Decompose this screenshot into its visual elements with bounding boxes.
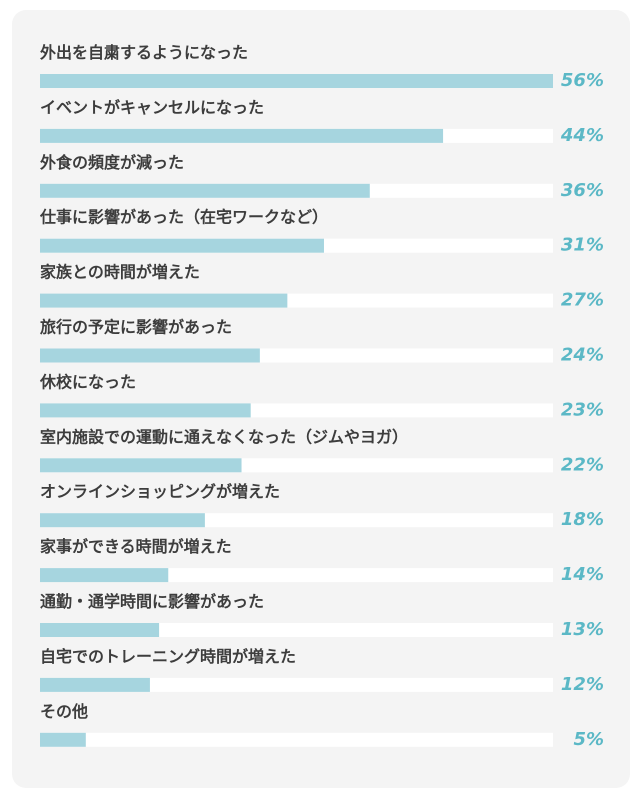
value-label: 14% xyxy=(561,564,604,585)
bar xyxy=(40,732,86,747)
bar-row: オンラインショッピングが増えた 18% xyxy=(40,482,604,530)
category-label: 外出を自粛するようになった xyxy=(39,43,248,62)
bar xyxy=(40,74,553,88)
category-label: 外食の頻度が減った xyxy=(39,153,184,172)
category-label: イベントがキャンセルになった xyxy=(40,98,264,117)
category-label: オンラインショッピングが増えた xyxy=(40,482,280,501)
bar xyxy=(40,568,169,583)
category-label: 家事ができる時間が増えた xyxy=(40,537,232,556)
bar-row: 家事ができる時間が増えた 14% xyxy=(40,537,604,585)
bar xyxy=(40,458,242,473)
bar-row: 外出を自粛するようになった 56% xyxy=(39,43,604,91)
bar-row: 旅行の予定に影響があった 24% xyxy=(40,318,604,366)
bar-track xyxy=(40,732,553,747)
bar-track xyxy=(40,623,553,637)
bar xyxy=(40,238,324,253)
bar-row: 家族との時間が増えた 27% xyxy=(40,263,604,311)
value-label: 27% xyxy=(561,290,604,311)
bar xyxy=(40,623,160,637)
category-label: 仕事に影響があった（在宅ワークなど） xyxy=(39,208,328,227)
bar-track xyxy=(40,677,553,692)
bar-row: 自宅でのトレーニング時間が増えた 12% xyxy=(40,647,604,695)
value-label: 5% xyxy=(573,729,604,750)
bar-row: その他 5% xyxy=(40,702,604,750)
category-label: 家族との時間が増えた xyxy=(40,263,200,282)
value-label: 13% xyxy=(561,619,604,640)
bar-row: 休校になった 23% xyxy=(39,372,604,420)
category-label: 旅行の予定に影響があった xyxy=(40,318,232,337)
value-label: 18% xyxy=(561,509,604,530)
category-label: その他 xyxy=(40,702,88,721)
bar-row: 通勤・通学時間に影響があった 13% xyxy=(40,592,604,640)
category-label: 休校になった xyxy=(39,372,136,391)
category-label: 室内施設での運動に通えなくなった（ジムやヨガ） xyxy=(40,427,408,446)
bar-row: イベントがキャンセルになった 44% xyxy=(40,98,604,146)
value-label: 31% xyxy=(561,235,604,256)
bar xyxy=(40,183,370,198)
bar xyxy=(40,403,251,418)
bar xyxy=(40,348,260,363)
value-label: 23% xyxy=(561,399,604,420)
value-label: 44% xyxy=(560,125,604,146)
bar xyxy=(40,677,150,692)
bar-row: 仕事に影響があった（在宅ワークなど） 31% xyxy=(39,208,604,256)
bar xyxy=(40,513,205,528)
value-label: 36% xyxy=(561,180,604,201)
bar xyxy=(40,128,444,143)
category-label: 自宅でのトレーニング時間が増えた xyxy=(40,647,296,666)
value-label: 12% xyxy=(561,674,604,695)
bar xyxy=(40,293,288,308)
value-label: 56% xyxy=(561,70,604,91)
value-label: 22% xyxy=(561,454,604,475)
value-label: 24% xyxy=(561,345,604,366)
category-label: 通勤・通学時間に影響があった xyxy=(40,592,264,611)
bar-row: 室内施設での運動に通えなくなった（ジムやヨガ） 22% xyxy=(40,427,604,475)
bar-row: 外食の頻度が減った 36% xyxy=(39,153,604,201)
